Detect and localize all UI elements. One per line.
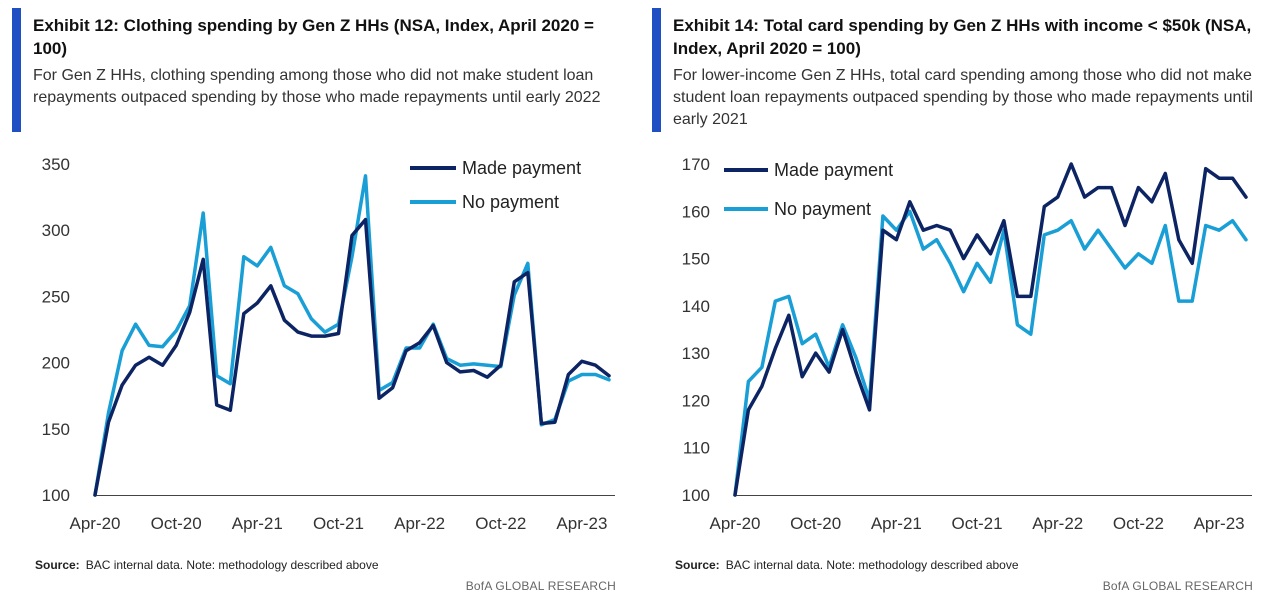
y-tick-label: 350 bbox=[42, 155, 70, 174]
x-tick-label: Oct-22 bbox=[1113, 514, 1164, 533]
exhibit-14-panel: Exhibit 14: Total card spending by Gen Z… bbox=[640, 0, 1267, 607]
clothing-spending-chart: 100 150 200 250 300 350 Apr-20 Oct-20 Apr-21 Oct… bbox=[42, 155, 615, 533]
source-text: BAC internal data. Note: methodology des… bbox=[85, 558, 379, 572]
series-line-made-payment bbox=[733, 162, 1248, 497]
x-tick-label: Oct-20 bbox=[151, 514, 202, 533]
y-tick-label: 300 bbox=[42, 221, 70, 240]
x-tick-label: Apr-21 bbox=[871, 514, 922, 533]
chart-title: Exhibit 14: Total card spending by Gen Z… bbox=[673, 16, 1252, 58]
legend: Made payment No payment bbox=[724, 160, 893, 219]
exhibit-12-panel: Exhibit 12: Clothing spending by Gen Z H… bbox=[0, 0, 630, 607]
x-tick-label: Apr-23 bbox=[556, 514, 607, 533]
series-lines bbox=[93, 174, 611, 497]
y-axis: 100 110 120 130 140 150 160 170 bbox=[682, 155, 710, 505]
x-axis: Apr-20 Oct-20 Apr-21 Oct-21 Apr-22 Oct-22 Apr-… bbox=[69, 514, 607, 533]
y-tick-label: 170 bbox=[682, 155, 710, 174]
y-tick-label: 200 bbox=[42, 354, 70, 373]
series-lines bbox=[733, 162, 1248, 497]
y-tick-label: 150 bbox=[42, 420, 70, 439]
brand-footer: BofA GLOBAL RESEARCH bbox=[1102, 579, 1253, 593]
source-text: BAC internal data. Note: methodology des… bbox=[725, 558, 1019, 572]
y-tick-label: 120 bbox=[682, 391, 710, 410]
legend: Made payment No payment bbox=[410, 158, 581, 212]
x-tick-label: Apr-21 bbox=[232, 514, 283, 533]
chart-subtitle: For lower-income Gen Z HHs, total card s… bbox=[673, 67, 1253, 128]
y-tick-label: 140 bbox=[682, 297, 710, 316]
legend-label-no-payment: No payment bbox=[462, 192, 559, 212]
source-note: Source: BAC internal data. Note: methodol… bbox=[35, 558, 379, 572]
title-accent-bar bbox=[652, 8, 661, 132]
chart-subtitle: For Gen Z HHs, clothing spending among t… bbox=[33, 67, 601, 106]
y-tick-label: 130 bbox=[682, 344, 710, 363]
source-label: Source: bbox=[675, 558, 720, 572]
x-axis: Apr-20 Oct-20 Apr-21 Oct-21 Apr-22 Oct-22 Apr-… bbox=[709, 514, 1244, 533]
series-line-made-payment bbox=[93, 217, 611, 497]
title-accent-bar bbox=[12, 8, 21, 132]
series-line-no-payment bbox=[733, 209, 1248, 497]
y-tick-label: 150 bbox=[682, 250, 710, 269]
chart-title: Exhibit 12: Clothing spending by Gen Z H… bbox=[33, 16, 594, 58]
x-tick-label: Apr-20 bbox=[709, 514, 760, 533]
source-note: Source: BAC internal data. Note: methodol… bbox=[675, 558, 1019, 572]
legend-label-made-payment: Made payment bbox=[462, 158, 581, 178]
x-tick-label: Oct-20 bbox=[790, 514, 841, 533]
y-tick-label: 160 bbox=[682, 202, 710, 221]
x-tick-label: Oct-21 bbox=[952, 514, 1003, 533]
brand-footer: BofA GLOBAL RESEARCH bbox=[465, 579, 616, 593]
y-tick-label: 250 bbox=[42, 287, 70, 306]
x-tick-label: Oct-21 bbox=[313, 514, 364, 533]
y-tick-label: 110 bbox=[683, 439, 710, 458]
source-label: Source: bbox=[35, 558, 80, 572]
y-tick-label: 100 bbox=[42, 486, 70, 505]
legend-label-no-payment: No payment bbox=[774, 199, 871, 219]
x-tick-label: Apr-20 bbox=[69, 514, 120, 533]
x-tick-label: Apr-22 bbox=[1032, 514, 1083, 533]
x-tick-label: Apr-22 bbox=[394, 514, 445, 533]
y-axis: 100 150 200 250 300 350 bbox=[42, 155, 70, 505]
legend-label-made-payment: Made payment bbox=[774, 160, 893, 180]
x-tick-label: Oct-22 bbox=[475, 514, 526, 533]
x-tick-label: Apr-23 bbox=[1194, 514, 1245, 533]
y-tick-label: 100 bbox=[682, 486, 710, 505]
